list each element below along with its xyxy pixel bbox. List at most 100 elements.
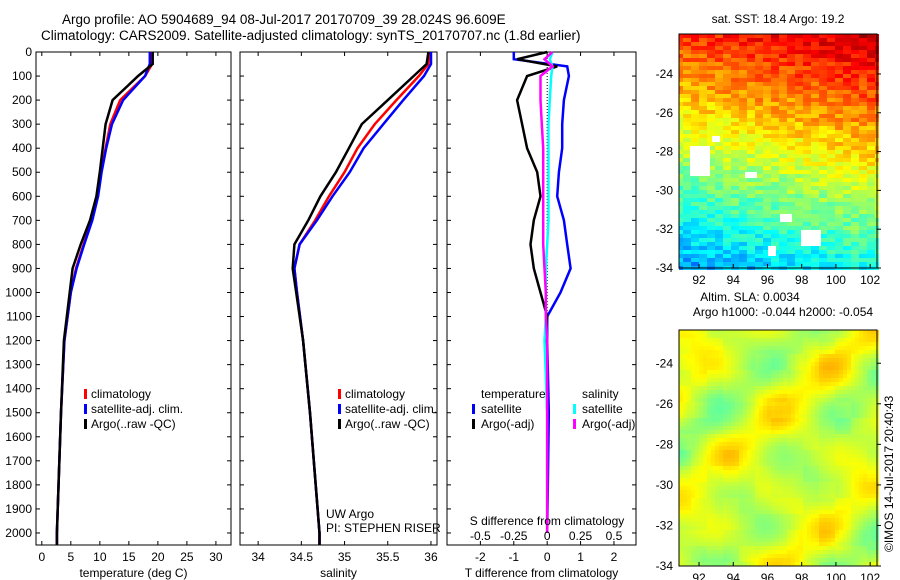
heatmap-cell	[715, 178, 719, 182]
heatmap-cell	[807, 194, 811, 198]
heatmap-cell	[723, 70, 727, 74]
heatmap-cell	[859, 162, 863, 166]
heatmap-cell	[823, 118, 827, 122]
heatmap-cell	[703, 122, 707, 126]
heatmap-cell	[839, 218, 843, 222]
heatmap-cell	[751, 458, 755, 462]
heatmap-cell	[695, 38, 699, 42]
heatmap-cell	[871, 334, 875, 338]
heatmap-cell	[859, 178, 863, 182]
heatmap-cell	[723, 470, 727, 474]
heatmap-cell	[803, 438, 807, 442]
heatmap-cell	[863, 50, 867, 54]
legend-swatch	[338, 389, 341, 399]
heatmap-cell	[763, 390, 767, 394]
heatmap-cell	[831, 426, 835, 430]
heatmap-cell	[699, 258, 703, 262]
heatmap-cell	[739, 222, 743, 226]
heatmap-cell	[759, 382, 763, 386]
heatmap-cell	[795, 82, 799, 86]
heatmap-cell	[871, 370, 875, 374]
heatmap-cell	[815, 106, 819, 110]
heatmap-cell	[727, 54, 731, 58]
heatmap-cell	[767, 206, 771, 210]
heatmap-cell	[683, 358, 687, 362]
heatmap-cell	[787, 202, 791, 206]
heatmap-cell	[719, 358, 723, 362]
heatmap-cell	[747, 122, 751, 126]
heatmap-cell	[743, 118, 747, 122]
heatmap-cell	[859, 250, 863, 254]
heatmap-cell	[735, 70, 739, 74]
heatmap-cell	[751, 94, 755, 98]
heatmap-cell	[711, 366, 715, 370]
heatmap-cell	[775, 442, 779, 446]
heatmap-cell	[799, 74, 803, 78]
heatmap-cell	[699, 102, 703, 106]
heatmap-cell	[791, 214, 795, 218]
heatmap-cell	[831, 86, 835, 90]
heatmap-cell	[735, 250, 739, 254]
heatmap-cell	[867, 338, 871, 342]
heatmap-cell	[795, 254, 799, 258]
heatmap-cell	[711, 194, 715, 198]
heatmap-cell	[743, 42, 747, 46]
heatmap-cell	[731, 118, 735, 122]
heatmap-cell	[871, 42, 875, 46]
heatmap-cell	[851, 138, 855, 142]
heatmap-cell	[775, 374, 779, 378]
heatmap-cell	[815, 178, 819, 182]
heatmap-cell	[791, 114, 795, 118]
heatmap-cell	[695, 198, 699, 202]
heatmap-cell	[851, 142, 855, 146]
heatmap-cell	[679, 358, 683, 362]
heatmap-cell	[715, 102, 719, 106]
heatmap-cell	[783, 222, 787, 226]
heatmap-cell	[747, 154, 751, 158]
heatmap-cell	[707, 62, 711, 66]
heatmap-cell	[859, 422, 863, 426]
heatmap-cell	[851, 334, 855, 338]
heatmap-cell	[739, 354, 743, 358]
legend-swatch	[338, 419, 341, 429]
heatmap-cell	[735, 62, 739, 66]
heatmap-cell	[719, 450, 723, 454]
heatmap-cell	[803, 250, 807, 254]
heatmap-cell	[763, 106, 767, 110]
heatmap-cell	[827, 234, 831, 238]
heatmap-cell	[699, 122, 703, 126]
heatmap-cell	[811, 190, 815, 194]
heatmap-cell	[843, 422, 847, 426]
heatmap-cell	[835, 74, 839, 78]
heatmap-cell	[823, 50, 827, 54]
heatmap-cell	[827, 426, 831, 430]
heatmap-cell	[815, 402, 819, 406]
heatmap-cell	[679, 226, 683, 230]
heatmap-cell	[759, 446, 763, 450]
heatmap-cell	[843, 382, 847, 386]
heatmap-cell	[747, 194, 751, 198]
heatmap-cell	[787, 334, 791, 338]
heatmap-cell	[791, 338, 795, 342]
heatmap-cell	[859, 462, 863, 466]
heatmap-cell	[783, 102, 787, 106]
heatmap-cell	[783, 342, 787, 346]
heatmap-cell	[743, 214, 747, 218]
heatmap-cell	[815, 418, 819, 422]
heatmap-cell	[747, 106, 751, 110]
heatmap-cell	[679, 190, 683, 194]
heatmap-cell	[815, 406, 819, 410]
heatmap-cell	[707, 390, 711, 394]
heatmap-cell	[723, 142, 727, 146]
heatmap-cell	[871, 178, 875, 182]
heatmap-cell	[867, 250, 871, 254]
heatmap-cell	[851, 250, 855, 254]
heatmap-cell	[843, 142, 847, 146]
heatmap-cell	[739, 374, 743, 378]
heatmap-cell	[863, 162, 867, 166]
heatmap-cell	[775, 394, 779, 398]
heatmap-cell	[843, 90, 847, 94]
heatmap-cell	[707, 470, 711, 474]
heatmap-cell	[743, 202, 747, 206]
